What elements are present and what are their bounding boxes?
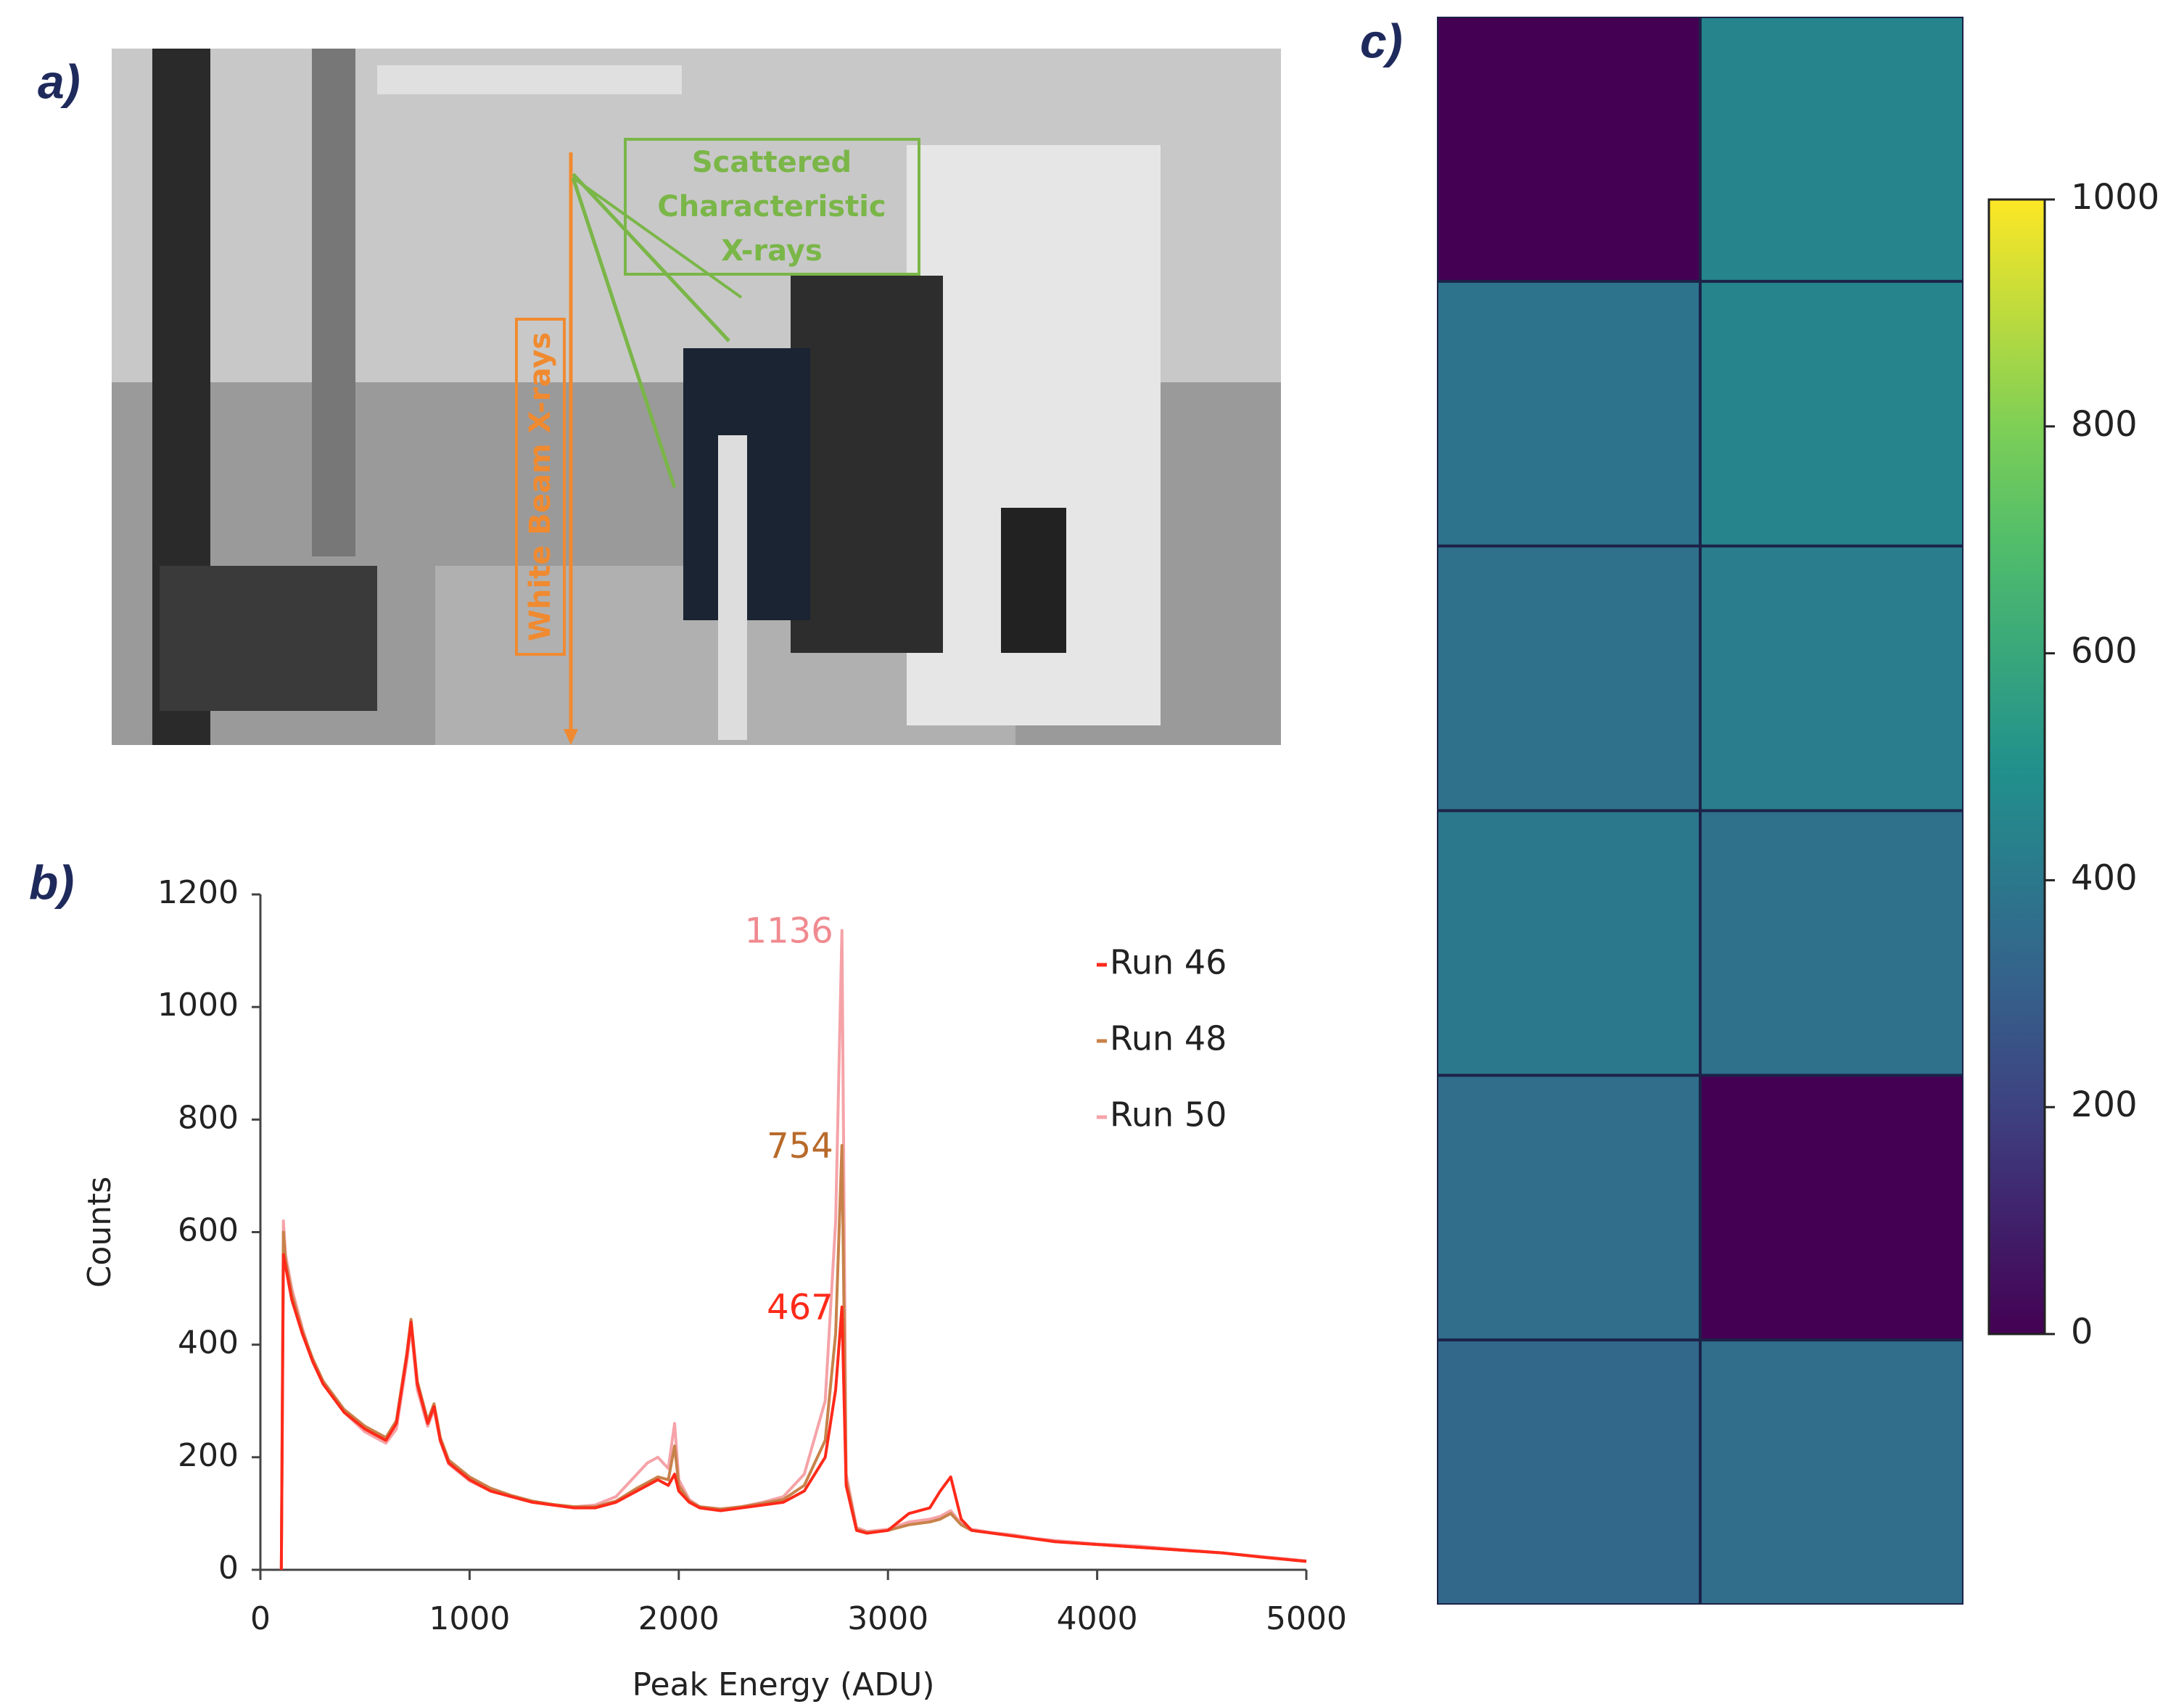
y-tick-label: 600 (178, 1212, 239, 1249)
x-tick-label: 0 (250, 1600, 271, 1637)
heatmap-cell (1702, 547, 1962, 810)
annotation: 1136 (745, 911, 833, 952)
colorbar (1987, 198, 2046, 1335)
colorbar-tick-label: 400 (2071, 857, 2138, 898)
heatmap-cell (1702, 812, 1962, 1074)
colorbar-tick-label: 1000 (2071, 177, 2159, 218)
heatmap-cell (1438, 18, 1699, 280)
x-tick-label: 2000 (638, 1600, 720, 1637)
panel-label: b) (29, 855, 74, 909)
photo-annotation: X-rays (721, 234, 823, 268)
y-tick-label: 1000 (157, 987, 239, 1024)
y-tick-label: 400 (178, 1325, 239, 1362)
heatmap-cell (1438, 1341, 1699, 1603)
series-line (279, 1144, 1307, 1571)
heatmap-cell (1438, 282, 1699, 545)
y-axis-title: Counts (81, 1177, 118, 1288)
colorbar-tick-label: 0 (2071, 1312, 2093, 1352)
x-tick-label: 5000 (1266, 1600, 1347, 1637)
heatmap-cell (1702, 1077, 1962, 1339)
annotation: 467 (767, 1288, 833, 1328)
heatmap-cell (1702, 18, 1962, 280)
heatmap-cell (1702, 282, 1962, 545)
heatmap-frame (1437, 17, 1963, 1605)
panel-label: a) (38, 54, 81, 108)
heatmap-cell (1702, 1341, 1962, 1603)
x-tick-label: 1000 (429, 1600, 510, 1637)
heatmap-cell (1438, 1077, 1699, 1339)
colorbar-tick-label: 600 (2071, 631, 2138, 672)
y-tick-label: 0 (218, 1549, 239, 1586)
photo-annotation: Characteristic (657, 190, 886, 223)
series-line (279, 1253, 1307, 1571)
colorbar-tick-label: 200 (2071, 1084, 2138, 1125)
x-tick-label: 4000 (1057, 1600, 1138, 1637)
colorbar-tick-label: 800 (2071, 404, 2138, 445)
y-tick-label: 800 (178, 1099, 239, 1136)
legend-label: Run 48 (1110, 1019, 1227, 1058)
heatmap-cell (1438, 547, 1699, 810)
photo: Scattered Characteristic X-rays White Be… (112, 49, 1281, 745)
x-axis-title: Peak Energy (ADU) (632, 1666, 934, 1703)
legend-label: Run 50 (1110, 1095, 1227, 1135)
photo-annotation: White Beam X-rays (524, 332, 557, 641)
y-tick-label: 200 (178, 1437, 239, 1474)
legend-label: Run 46 (1110, 943, 1227, 982)
x-tick-label: 3000 (847, 1600, 928, 1637)
heatmap-cell (1438, 812, 1699, 1074)
photo-annotation: Scattered (692, 146, 852, 179)
annotation: 754 (767, 1126, 833, 1166)
panel-label: c) (1360, 14, 1403, 67)
y-tick-label: 1200 (157, 874, 239, 911)
